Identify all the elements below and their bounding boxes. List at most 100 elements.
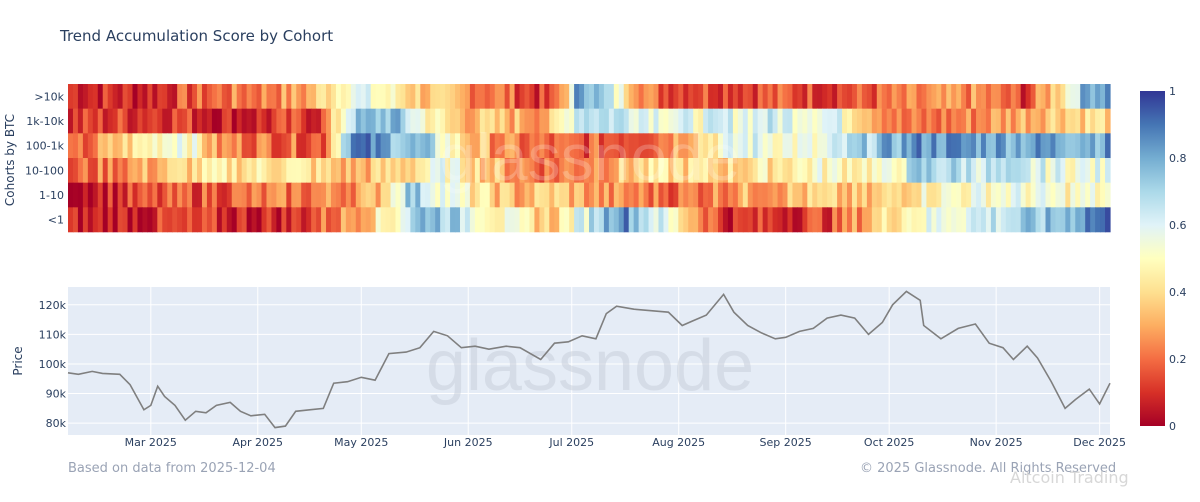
heatmap-cell xyxy=(92,158,99,183)
heatmap-cell xyxy=(1020,207,1027,233)
heatmap-cell xyxy=(995,133,1002,159)
heatmap-cell xyxy=(1025,108,1032,134)
heatmap-cell xyxy=(613,207,620,233)
heatmap-cell xyxy=(385,84,392,109)
heatmap-cell xyxy=(851,108,858,134)
heatmap-cell xyxy=(926,133,932,159)
heatmap-cell xyxy=(663,158,669,183)
heatmap-cell xyxy=(1055,84,1061,109)
heatmap-cell xyxy=(638,133,645,159)
heatmap-cell xyxy=(871,108,878,134)
heatmap-cell xyxy=(1075,84,1081,109)
heatmap-cell xyxy=(306,207,312,233)
heatmap-cell xyxy=(990,133,997,159)
heatmap-cell xyxy=(311,158,317,183)
heatmap-cell xyxy=(72,133,79,159)
price-x-tick-label: Nov 2025 xyxy=(970,436,1023,449)
heatmap-cell xyxy=(385,207,392,233)
heatmap-cell xyxy=(1050,84,1057,109)
heatmap-cell xyxy=(152,133,158,159)
heatmap-cell xyxy=(688,133,694,159)
heatmap-cell xyxy=(653,108,660,134)
heatmap-cell xyxy=(360,84,367,109)
heatmap-cell xyxy=(539,207,545,233)
heatmap-cell xyxy=(837,133,843,159)
heatmap-cell xyxy=(107,133,114,159)
heatmap-cell xyxy=(445,207,451,233)
heatmap-cell xyxy=(643,182,650,208)
heatmap-cell xyxy=(455,108,461,134)
heatmap-cell xyxy=(137,207,144,233)
heatmap-cell xyxy=(326,182,332,208)
heatmap-cell xyxy=(415,84,421,109)
heatmap-cell xyxy=(832,84,838,109)
heatmap-cell xyxy=(157,84,163,109)
heatmap-cell xyxy=(628,133,635,159)
heatmap-cell xyxy=(246,133,253,159)
heatmap-cell xyxy=(598,158,605,183)
heatmap-cell xyxy=(440,158,446,183)
heatmap-cell xyxy=(489,108,496,134)
heatmap-cell xyxy=(1095,108,1101,134)
heatmap-cell xyxy=(97,133,104,159)
heatmap-cell xyxy=(172,133,178,159)
heatmap-cell xyxy=(286,108,292,134)
heatmap-cell xyxy=(802,108,808,134)
heatmap-cell xyxy=(132,207,139,233)
heatmap-cell xyxy=(157,108,163,134)
heatmap-cell xyxy=(554,207,560,233)
heatmap-cell xyxy=(847,207,853,233)
heatmap-cell xyxy=(211,84,218,109)
heatmap-cell xyxy=(68,108,74,134)
heatmap-cell xyxy=(400,158,407,183)
heatmap-cell xyxy=(727,158,734,183)
heatmap-cell xyxy=(167,182,173,208)
heatmap-cell xyxy=(226,108,233,134)
heatmap-cell xyxy=(197,158,203,183)
heatmap-cell xyxy=(77,207,84,233)
heatmap-cell xyxy=(856,182,863,208)
heatmap-row-label: 1k-10k xyxy=(26,115,64,128)
heatmap-cell xyxy=(812,133,818,159)
heatmap-cell xyxy=(628,207,635,233)
heatmap-cell xyxy=(678,84,684,109)
heatmap-cell xyxy=(668,182,674,208)
heatmap-cell xyxy=(564,207,570,233)
heatmap-cell xyxy=(742,84,749,109)
heatmap-cell xyxy=(837,182,843,208)
heatmap-y-axis-label: Cohorts by BTC xyxy=(3,114,17,206)
heatmap-cell xyxy=(345,182,352,208)
heatmap-cell xyxy=(812,207,818,233)
heatmap-cell xyxy=(1050,158,1057,183)
heatmap-cell xyxy=(335,182,342,208)
heatmap-cell xyxy=(1000,108,1007,134)
heatmap-cell xyxy=(1100,108,1106,134)
heatmap-cell xyxy=(1005,182,1012,208)
heatmap-cell xyxy=(82,108,89,134)
heatmap-cell xyxy=(1085,84,1091,109)
heatmap-cell xyxy=(370,108,377,134)
heatmap-cell xyxy=(876,207,883,233)
heatmap-cell xyxy=(1040,158,1047,183)
heatmap-cell xyxy=(231,133,238,159)
heatmap-cell xyxy=(474,182,481,208)
heatmap-cell xyxy=(579,133,585,159)
heatmap-cell xyxy=(494,158,501,183)
heatmap-cell xyxy=(425,158,431,183)
price-x-tick-label: Jul 2025 xyxy=(548,436,594,449)
heatmap-cell xyxy=(866,182,873,208)
heatmap-cell xyxy=(737,158,744,183)
heatmap-cell xyxy=(201,207,208,233)
heatmap-cell xyxy=(494,108,501,134)
heatmap-cell xyxy=(946,182,952,208)
heatmap-cell xyxy=(668,133,674,159)
heatmap-cell xyxy=(737,182,744,208)
heatmap-cell xyxy=(440,182,446,208)
heatmap-cell xyxy=(673,84,679,109)
heatmap-cell xyxy=(579,207,585,233)
colorbar-tick-label: 0.4 xyxy=(1169,286,1187,299)
heatmap-cell xyxy=(127,108,134,134)
heatmap-cell xyxy=(549,207,555,233)
heatmap-cell xyxy=(87,84,94,109)
heatmap-cell xyxy=(990,207,997,233)
